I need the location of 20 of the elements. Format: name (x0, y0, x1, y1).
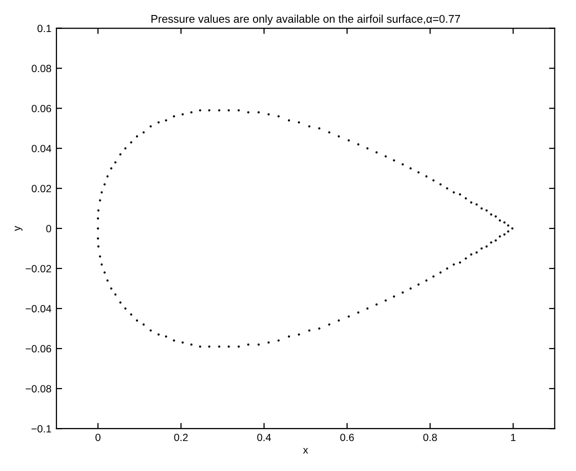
y-tick-label: 0.04 (32, 144, 52, 152)
x-tick-label: 0.8 (423, 434, 437, 442)
y-tick-label: 0 (46, 224, 52, 232)
y-tick-label: 0.08 (32, 64, 52, 72)
x-tick-label: 0.4 (257, 434, 271, 442)
y-tick-label: −0.08 (26, 385, 52, 392)
y-tick-label: 0.06 (32, 104, 52, 112)
x-axis-title: x (303, 448, 308, 454)
chart-title: Pressure values are only available on the airfoil surface,α=0.77 (151, 14, 460, 26)
x-tick-label: 0.2 (174, 434, 188, 442)
y-tick-label: −0.06 (26, 345, 52, 352)
y-tick-label: −0.04 (26, 305, 52, 312)
x-tick-label: 0 (95, 434, 100, 442)
x-tick-label: 1 (511, 434, 516, 442)
y-axis-title: y (14, 226, 22, 232)
y-tick-label: 0.02 (32, 184, 52, 192)
x-tick-label: 0.6 (340, 434, 354, 442)
y-tick-label: −0.1 (32, 425, 52, 432)
y-tick-label: −0.02 (26, 264, 52, 272)
y-tick-label: 0.1 (38, 24, 52, 32)
